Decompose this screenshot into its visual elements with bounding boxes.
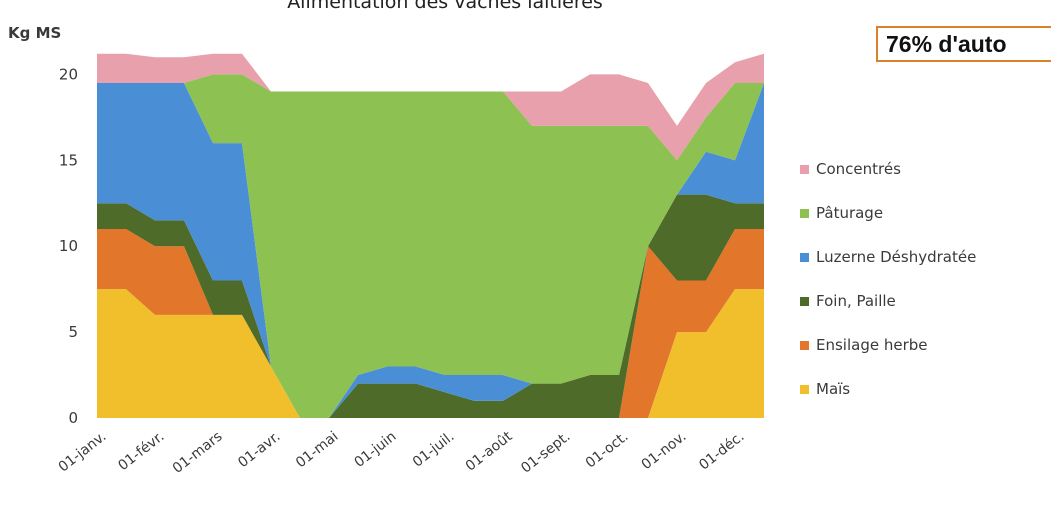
legend-swatch-foin-paille [800, 297, 809, 306]
x-tick-label: 01-août [463, 428, 516, 474]
legend-label-ensilage-herbe: Ensilage herbe [816, 336, 928, 354]
legend-swatch-mais [800, 385, 809, 394]
x-tick-label: 01-avr. [235, 429, 283, 472]
area-mais [97, 289, 764, 418]
legend-label-concentres: Concentrés [816, 160, 901, 178]
y-axis-label: Kg MS [8, 24, 61, 42]
area-paturage [97, 74, 764, 419]
x-tick-label: 01-juil. [410, 429, 458, 471]
x-tick-label: 01-nov. [639, 429, 690, 474]
x-tick-label: 01-sept. [518, 429, 573, 477]
x-tick-label: 01-mai [293, 429, 341, 472]
legend-swatch-ensilage-herbe [800, 341, 809, 350]
y-axis-ticks: 0 5 10 15 20 [59, 65, 78, 427]
y-tick-label: 20 [59, 65, 78, 83]
y-tick-label: 10 [59, 237, 78, 255]
legend-swatch-paturage [800, 209, 809, 218]
legend-swatch-luzerne-deshydratee [800, 253, 809, 262]
x-tick-label: 01-juin [351, 429, 399, 471]
x-tick-label: 01-janv. [56, 429, 110, 476]
legend-swatch-concentres [800, 165, 809, 174]
x-tick-label: 01-févr. [115, 429, 167, 475]
legend-label-paturage: Pâturage [816, 204, 883, 222]
legend-label-mais: Maïs [816, 380, 850, 398]
area-luzerne-deshydratee [97, 83, 764, 418]
legend-label-luzerne-deshydratee: Luzerne Déshydratée [816, 248, 976, 266]
x-tick-label: 01-déc. [696, 429, 747, 474]
y-tick-label: 5 [68, 323, 78, 341]
chart-title: Alimentation des vaches laitières [287, 0, 603, 13]
area-concentres [97, 53, 764, 161]
y-tick-label: 0 [68, 409, 78, 427]
legend-label-foin-paille: Foin, Paille [816, 292, 896, 310]
x-axis-ticks: 01-janv. 01-févr. 01-mars 01-avr. 01-mai 01-j… [56, 428, 748, 477]
legend: Concentrés Pâturage Luzerne Déshydratée Foi… [800, 160, 976, 398]
x-tick-label: 01-oct. [583, 429, 632, 472]
area-ensilage-herbe [97, 229, 764, 418]
area-series-group [97, 53, 764, 419]
x-tick-label: 01-mars [170, 429, 226, 477]
y-tick-label: 15 [59, 151, 78, 169]
autonomy-callout: 76% d'auto [876, 26, 1051, 62]
area-foin-paille [97, 194, 764, 418]
